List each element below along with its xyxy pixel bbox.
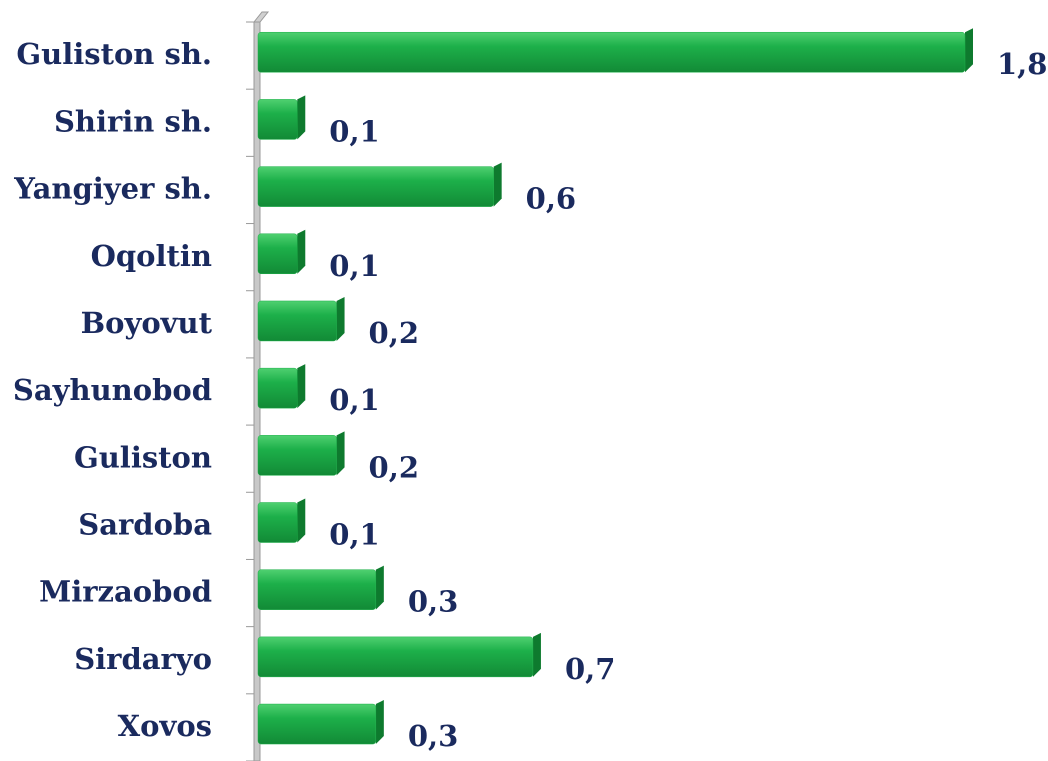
bar-side (336, 431, 345, 476)
category-label: Guliston (74, 440, 212, 474)
value-label: 1,8 (997, 47, 1047, 81)
category-label: Xovos (118, 709, 212, 743)
bar-side (336, 296, 345, 341)
value-label: 0,7 (565, 652, 615, 686)
value-label: 0,3 (408, 585, 458, 619)
axis-wall-top (252, 11, 270, 23)
bar-side (297, 229, 306, 274)
bar (257, 99, 298, 140)
bar (257, 166, 494, 207)
bar-side (297, 95, 306, 140)
value-label: 0,2 (369, 450, 419, 484)
bar-side (375, 565, 384, 610)
bar-side (375, 700, 384, 745)
category-label: Sardoba (78, 508, 212, 542)
bar (257, 502, 298, 543)
bar (257, 31, 966, 73)
bar (257, 367, 298, 409)
value-label: 0,6 (526, 182, 576, 216)
category-label: Sayhunobod (13, 373, 212, 407)
category-label: Mirzaobod (39, 575, 212, 609)
bar-side (965, 28, 973, 73)
category-label: Guliston sh. (16, 37, 212, 71)
category-label: Sirdaryo (74, 642, 212, 676)
bar-side (532, 632, 541, 677)
category-label: Shirin sh. (54, 104, 212, 138)
category-label: Yangiyer sh. (13, 172, 212, 206)
bar (257, 569, 377, 610)
bar (257, 703, 377, 745)
bar (257, 435, 337, 476)
bar-side (493, 162, 502, 207)
bar (257, 300, 337, 342)
value-label: 0,1 (329, 114, 379, 148)
bar (257, 636, 534, 678)
bar-side (297, 364, 306, 409)
value-label: 0,1 (329, 383, 379, 417)
value-label: 0,1 (329, 518, 379, 552)
value-label: 0,2 (369, 316, 419, 350)
value-label: 0,1 (329, 249, 379, 283)
value-label: 0,3 (408, 719, 458, 753)
category-label: Oqoltin (91, 239, 212, 273)
bar-side (297, 498, 306, 543)
bar (257, 233, 298, 275)
category-label: Boyovut (81, 306, 213, 340)
